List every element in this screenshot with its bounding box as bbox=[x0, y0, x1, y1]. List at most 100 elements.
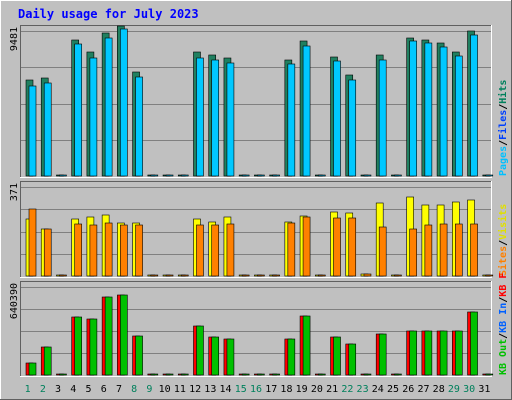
bar-sites-day-30 bbox=[470, 223, 478, 277]
x-tick-label-day-23: 23 bbox=[357, 384, 369, 395]
x-tick-label-day-19: 19 bbox=[296, 384, 308, 395]
bar-files-day-17 bbox=[272, 174, 280, 177]
bar-sites-day-25 bbox=[394, 274, 402, 277]
bar-sites-day-2 bbox=[43, 228, 52, 277]
x-tick-label-day-7: 7 bbox=[116, 384, 122, 395]
bar-sites-day-17 bbox=[272, 274, 280, 277]
bar-kb-out-day-13 bbox=[211, 336, 220, 376]
y-axis-max-label: 9481 bbox=[9, 27, 20, 51]
x-tick-label-day-8: 8 bbox=[131, 384, 137, 395]
x-tick-label-day-13: 13 bbox=[204, 384, 216, 395]
x-tick-label-day-31: 31 bbox=[478, 384, 490, 395]
bar-files-day-7 bbox=[120, 28, 128, 177]
bar-sites-day-15 bbox=[241, 274, 250, 277]
panel-hits_files_pages: 9481 Pages/Files/Hits bbox=[9, 25, 509, 178]
bar-files-day-28 bbox=[439, 46, 448, 177]
bar-sites-day-10 bbox=[165, 274, 174, 277]
bar-sites-day-6 bbox=[104, 222, 113, 277]
bar-sites-day-27 bbox=[424, 224, 433, 277]
bar-kb-out-day-25 bbox=[394, 373, 402, 376]
x-tick-label-day-9: 9 bbox=[146, 384, 152, 395]
bar-sites-day-12 bbox=[196, 224, 204, 277]
x-tick-label-day-12: 12 bbox=[189, 384, 201, 395]
legend-separator: / bbox=[498, 104, 509, 110]
bar-kb-out-day-5 bbox=[89, 318, 98, 376]
bar-kb-out-day-15 bbox=[241, 373, 250, 376]
bar-files-day-18 bbox=[287, 63, 296, 177]
bar-kb-out-day-24 bbox=[378, 333, 387, 376]
legend: KB Out/KB In/KB F bbox=[498, 273, 509, 375]
bar-files-day-6 bbox=[104, 37, 113, 177]
bar-files-day-15 bbox=[241, 174, 250, 177]
bar-files-day-8 bbox=[135, 76, 143, 177]
bar-kb-out-day-31 bbox=[485, 373, 494, 376]
x-tick-label-day-15: 15 bbox=[235, 384, 247, 395]
bar-kb-out-day-12 bbox=[196, 325, 204, 376]
legend-entry: Visits bbox=[497, 204, 509, 240]
bar-files-day-24 bbox=[378, 59, 387, 177]
bar-kb-out-day-7 bbox=[120, 294, 128, 376]
bar-kb-out-day-14 bbox=[226, 338, 235, 376]
bar-kb-out-day-27 bbox=[424, 330, 433, 376]
bar-files-day-21 bbox=[333, 60, 341, 177]
bar-files-day-22 bbox=[348, 79, 357, 177]
bar-files-day-2 bbox=[43, 82, 52, 177]
bar-kb-out-day-26 bbox=[409, 330, 417, 376]
bar-files-day-9 bbox=[150, 174, 159, 177]
legend-separator: / bbox=[498, 240, 509, 246]
bar-sites-day-24 bbox=[378, 226, 387, 277]
panel-visits_sites: 371 Sites/Visits bbox=[9, 181, 509, 278]
x-tick-label-day-6: 6 bbox=[101, 384, 107, 395]
bar-files-day-1 bbox=[28, 85, 37, 177]
x-tick-label-day-4: 4 bbox=[70, 384, 76, 395]
bar-files-day-26 bbox=[409, 40, 417, 177]
bar-kb-out-day-2 bbox=[43, 346, 52, 376]
bar-sites-day-5 bbox=[89, 224, 98, 277]
bar-sites-day-14 bbox=[226, 223, 235, 277]
x-tick-label-day-5: 5 bbox=[86, 384, 92, 395]
bar-files-day-10 bbox=[165, 174, 174, 177]
legend-entry: KB F bbox=[498, 273, 509, 297]
x-axis-day-labels: 1 2 3 4 5 6 7 8 9 10 11 12 13 14 15 16 17 18 19 20 21 22 23 24 2… bbox=[25, 384, 491, 395]
bar-sites-day-20 bbox=[317, 274, 326, 277]
y-axis-max-label: 371 bbox=[9, 183, 20, 201]
bar-kb-out-day-10 bbox=[165, 373, 174, 376]
x-tick-label-day-29: 29 bbox=[448, 384, 460, 395]
legend-entry: Sites bbox=[497, 246, 509, 276]
legend: Sites/Visits bbox=[497, 204, 509, 276]
x-tick-label-day-28: 28 bbox=[433, 384, 445, 395]
bar-files-day-30 bbox=[470, 34, 478, 177]
legend-separator: / bbox=[498, 297, 509, 303]
bar-files-day-27 bbox=[424, 42, 433, 177]
bar-files-day-5 bbox=[89, 57, 98, 177]
bar-files-day-23 bbox=[363, 174, 372, 177]
legend: Pages/Files/Hits bbox=[497, 80, 509, 176]
bar-sites-day-7 bbox=[120, 224, 128, 277]
bar-sites-day-22 bbox=[348, 217, 357, 277]
x-tick-label-day-1: 1 bbox=[25, 384, 31, 395]
x-tick-label-day-16: 16 bbox=[250, 384, 262, 395]
bar-files-day-16 bbox=[257, 174, 265, 177]
bar-kb-out-day-1 bbox=[28, 362, 37, 376]
bar-sites-day-11 bbox=[180, 274, 189, 277]
bar-kb-out-day-17 bbox=[272, 373, 280, 376]
bar-kb-out-day-21 bbox=[333, 336, 341, 376]
bar-sites-day-13 bbox=[211, 224, 220, 277]
x-tick-label-day-21: 21 bbox=[326, 384, 338, 395]
legend-entry: KB In bbox=[498, 303, 509, 333]
bar-kb-out-day-22 bbox=[348, 343, 357, 376]
chart-panels: 9481Pages/Files/Hits371Sites/Visits64039… bbox=[9, 25, 509, 377]
panel-kbytes: 640390 KB Out/KB In/KB F bbox=[9, 273, 509, 377]
y-axis-max-label: 640390 bbox=[9, 283, 20, 319]
bar-files-day-12 bbox=[196, 57, 204, 177]
bar-sites-day-16 bbox=[257, 274, 265, 277]
bar-files-day-13 bbox=[211, 59, 220, 177]
x-tick-label-day-26: 26 bbox=[402, 384, 414, 395]
bar-files-day-19 bbox=[302, 45, 311, 177]
x-tick-label-day-22: 22 bbox=[341, 384, 353, 395]
bar-sites-day-28 bbox=[439, 223, 448, 277]
bar-kb-out-day-18 bbox=[287, 338, 296, 376]
bar-files-day-31 bbox=[485, 174, 494, 177]
legend-entry: Hits bbox=[497, 80, 509, 104]
